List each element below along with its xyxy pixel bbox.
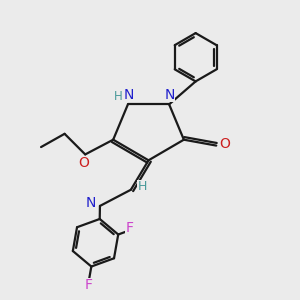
Text: N: N: [123, 88, 134, 102]
Text: H: H: [137, 180, 147, 193]
Text: F: F: [85, 278, 93, 292]
Text: N: N: [85, 196, 96, 210]
Text: F: F: [125, 221, 133, 236]
Text: N: N: [164, 88, 175, 102]
Text: O: O: [219, 137, 230, 151]
Text: O: O: [78, 156, 89, 170]
Text: H: H: [114, 91, 123, 103]
